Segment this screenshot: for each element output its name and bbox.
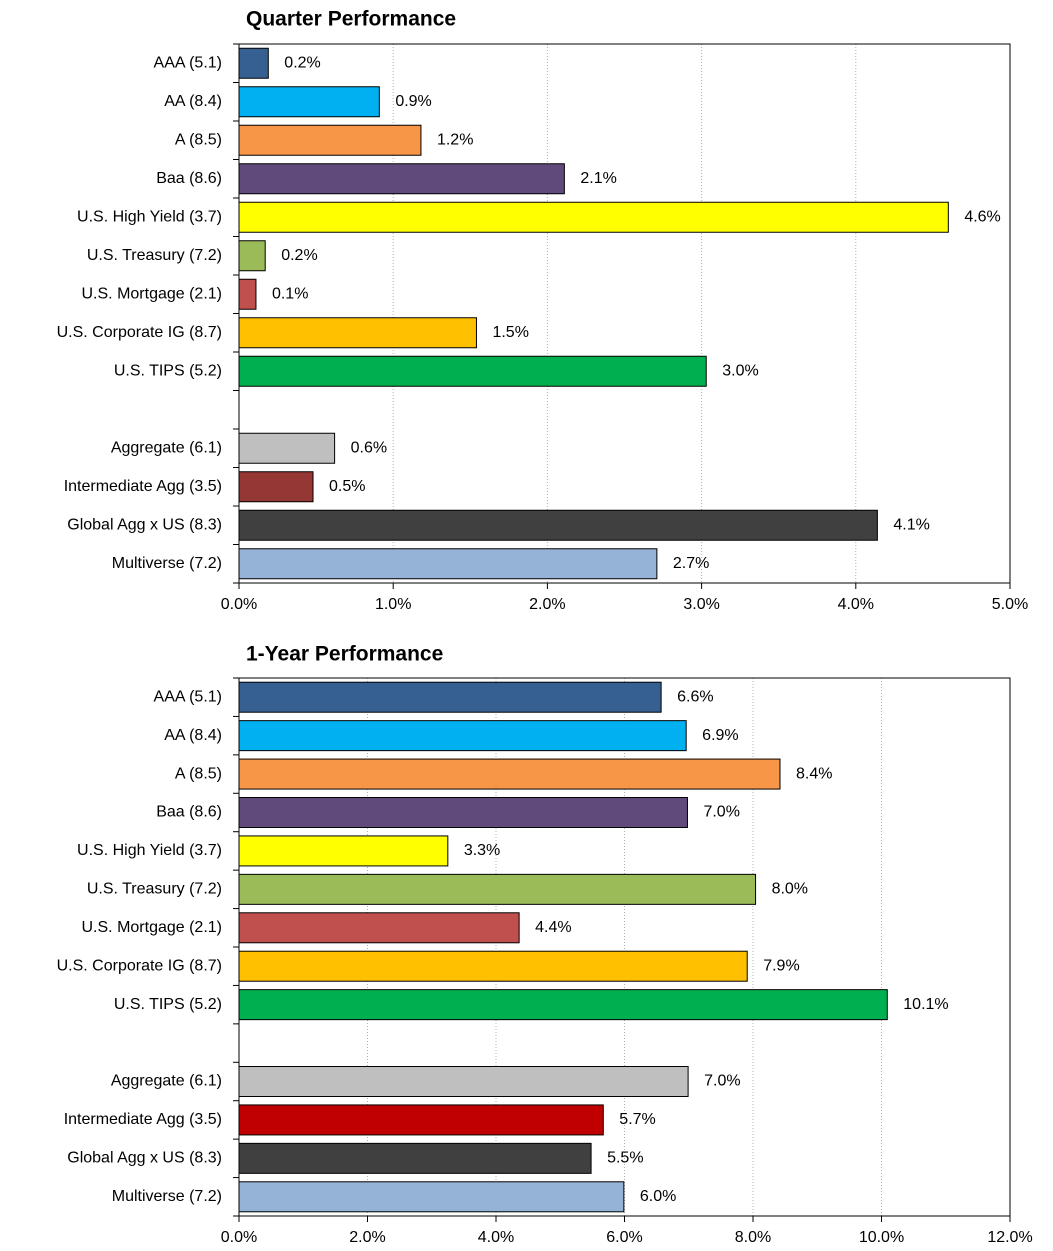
bar xyxy=(238,912,520,944)
bar xyxy=(238,124,422,156)
bar xyxy=(238,548,658,580)
bar xyxy=(238,317,477,349)
bar xyxy=(238,835,449,867)
y-tick-label: A (8.5) xyxy=(175,131,222,148)
y-tick-label: AA (8.4) xyxy=(164,93,222,110)
bar xyxy=(238,355,707,387)
bar xyxy=(238,163,565,195)
bar xyxy=(238,1181,625,1213)
data-label: 3.0% xyxy=(722,362,758,379)
bar xyxy=(238,240,266,272)
data-label: 1.5% xyxy=(492,324,528,341)
data-label: 0.9% xyxy=(395,93,431,110)
y-tick-label: U.S. TIPS (5.2) xyxy=(114,996,222,1013)
y-tick-label: Aggregate (6.1) xyxy=(111,1073,222,1090)
bar xyxy=(238,950,748,982)
y-tick-label: U.S. TIPS (5.2) xyxy=(114,362,222,379)
data-label: 7.0% xyxy=(703,804,739,821)
y-tick-label: Baa (8.6) xyxy=(156,804,222,821)
y-tick-label: U.S. High Yield (3.7) xyxy=(77,208,222,225)
bar xyxy=(238,989,888,1021)
x-tick-label: 12.0% xyxy=(987,1229,1032,1246)
data-label: 1.2% xyxy=(437,131,473,148)
y-tick-label: U.S. Treasury (7.2) xyxy=(87,881,222,898)
data-label: 3.3% xyxy=(464,842,500,859)
bar xyxy=(238,1066,689,1097)
bar xyxy=(238,471,314,503)
y-tick-label: U.S. Corporate IG (8.7) xyxy=(57,957,222,974)
data-label: 0.2% xyxy=(281,247,317,264)
y-tick-label: U.S. Mortgage (2.1) xyxy=(82,919,223,936)
bar xyxy=(238,278,257,310)
data-label: 0.2% xyxy=(284,54,320,71)
data-label: 0.1% xyxy=(272,285,308,302)
x-tick-label: 1.0% xyxy=(375,596,411,613)
bar xyxy=(238,47,269,79)
y-tick-label: Aggregate (6.1) xyxy=(111,439,222,456)
data-label: 5.7% xyxy=(619,1111,655,1128)
data-label: 0.5% xyxy=(329,478,365,495)
data-label: 6.9% xyxy=(702,727,738,744)
chart-title: 1-Year Performance xyxy=(246,643,443,666)
data-label: 7.9% xyxy=(763,957,799,974)
data-label: 6.6% xyxy=(677,688,713,705)
y-tick-label: U.S. Treasury (7.2) xyxy=(87,247,222,264)
bar xyxy=(238,432,336,464)
data-label: 8.0% xyxy=(772,881,808,898)
x-tick-label: 10.0% xyxy=(859,1229,904,1246)
y-tick-label: Multiverse (7.2) xyxy=(112,1188,222,1205)
y-tick-label: Multiverse (7.2) xyxy=(112,555,222,572)
x-tick-label: 5.0% xyxy=(992,596,1028,613)
data-label: 2.1% xyxy=(580,170,616,187)
data-label: 10.1% xyxy=(903,996,948,1013)
data-label: 2.7% xyxy=(673,555,709,572)
y-tick-label: AAA (5.1) xyxy=(154,688,222,705)
y-tick-label: Baa (8.6) xyxy=(156,170,222,187)
data-label: 4.1% xyxy=(893,516,929,533)
y-tick-label: Global Agg x US (8.3) xyxy=(67,516,222,533)
y-tick-label: U.S. Corporate IG (8.7) xyxy=(57,324,222,341)
x-tick-label: 6.0% xyxy=(606,1229,642,1246)
x-tick-label: 0.0% xyxy=(221,596,257,613)
x-tick-label: 2.0% xyxy=(349,1229,385,1246)
y-tick-label: AAA (5.1) xyxy=(154,54,222,71)
bar xyxy=(238,509,878,541)
x-tick-label: 4.0% xyxy=(838,596,874,613)
bar xyxy=(238,797,688,828)
y-tick-label: Global Agg x US (8.3) xyxy=(67,1150,222,1167)
y-tick-label: A (8.5) xyxy=(175,765,222,782)
bar xyxy=(238,758,781,790)
bar xyxy=(238,720,687,752)
data-label: 8.4% xyxy=(796,765,832,782)
x-tick-label: 8.0% xyxy=(735,1229,771,1246)
bar xyxy=(238,86,380,118)
data-label: 7.0% xyxy=(704,1073,740,1090)
bar xyxy=(238,1104,604,1136)
chart-title: Quarter Performance xyxy=(246,8,456,31)
bar xyxy=(238,873,757,905)
x-tick-label: 4.0% xyxy=(478,1229,514,1246)
data-label: 6.0% xyxy=(640,1188,676,1205)
y-tick-label: U.S. High Yield (3.7) xyxy=(77,842,222,859)
y-tick-label: Intermediate Agg (3.5) xyxy=(64,478,222,495)
data-label: 4.4% xyxy=(535,919,571,936)
bar xyxy=(238,201,949,233)
x-tick-label: 3.0% xyxy=(683,596,719,613)
x-tick-label: 2.0% xyxy=(529,596,565,613)
data-label: 0.6% xyxy=(351,439,387,456)
y-tick-label: Intermediate Agg (3.5) xyxy=(64,1111,222,1128)
bar xyxy=(238,1142,592,1174)
data-label: 5.5% xyxy=(607,1150,643,1167)
data-label: 4.6% xyxy=(964,208,1000,225)
y-tick-label: AA (8.4) xyxy=(164,727,222,744)
bar xyxy=(238,681,662,713)
x-tick-label: 0.0% xyxy=(221,1229,257,1246)
y-tick-label: U.S. Mortgage (2.1) xyxy=(82,285,223,302)
